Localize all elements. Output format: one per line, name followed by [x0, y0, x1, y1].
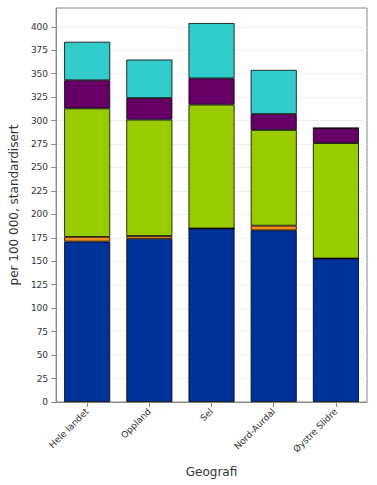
svg-text:Øystre Slidre: Øystre Slidre [291, 406, 339, 454]
svg-text:125: 125 [31, 280, 48, 290]
svg-text:350: 350 [31, 69, 48, 79]
svg-text:Sel: Sel [198, 406, 215, 423]
svg-text:275: 275 [31, 139, 48, 149]
svg-text:250: 250 [31, 162, 48, 172]
svg-text:Nord-Aurdal: Nord-Aurdal [232, 406, 277, 451]
svg-text:per 100 000, standardisert: per 100 000, standardisert [7, 124, 21, 285]
svg-text:300: 300 [31, 116, 48, 126]
svg-text:225: 225 [31, 186, 48, 196]
svg-text:Geografi: Geografi [186, 465, 238, 479]
svg-text:200: 200 [31, 209, 48, 219]
svg-text:325: 325 [31, 92, 48, 102]
svg-text:Oppland: Oppland [119, 406, 153, 440]
svg-text:100: 100 [31, 303, 48, 313]
svg-text:175: 175 [31, 233, 48, 243]
svg-text:Hele landet: Hele landet [47, 406, 91, 450]
svg-text:375: 375 [31, 45, 48, 55]
svg-text:0: 0 [42, 397, 48, 407]
svg-text:25: 25 [37, 374, 48, 384]
svg-text:150: 150 [31, 256, 48, 266]
svg-text:400: 400 [31, 22, 48, 32]
svg-text:75: 75 [37, 327, 48, 337]
svg-text:50: 50 [37, 350, 49, 360]
